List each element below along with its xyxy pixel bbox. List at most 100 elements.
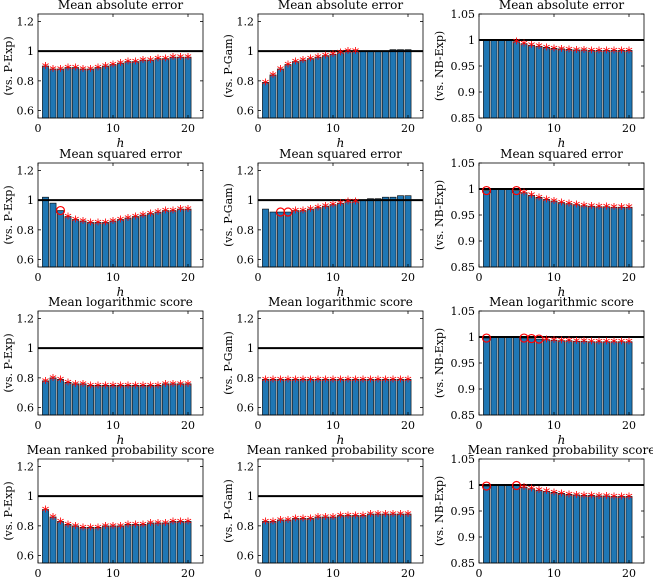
subplot-10: * * * * * * * * * * * * * * * * * * * *0.60.811.20 10 20Mean … [2, 443, 214, 583]
star-marker: * [322, 372, 330, 390]
star-marker: * [359, 508, 367, 526]
star-marker: * [117, 212, 125, 230]
star-marker: * [42, 59, 50, 77]
subplot-title: Mean logarithmic score [489, 295, 634, 309]
bar [359, 50, 367, 119]
star-marker: * [277, 62, 285, 80]
star-marker: * [64, 60, 72, 78]
x-tick-label: 0 [255, 567, 262, 580]
x-tick-label: 10 [106, 567, 120, 580]
star-marker: * [528, 188, 536, 206]
star-marker: * [580, 199, 588, 217]
star-marker: * [262, 372, 270, 390]
star-marker: * [528, 482, 536, 500]
axes-box [37, 13, 204, 119]
bar [374, 50, 382, 119]
star-marker: * [162, 204, 170, 222]
y-axis-label: (vs. P-Gam) [222, 183, 235, 247]
bar [580, 340, 588, 416]
star-marker: * [520, 480, 528, 498]
star-marker: * [102, 59, 110, 77]
bar [359, 199, 367, 268]
y-tick-label: 1 [27, 342, 34, 355]
bar [558, 340, 565, 416]
star-marker: * [565, 487, 573, 505]
y-tick-label: 1 [27, 490, 34, 503]
x-axis-label: h [117, 285, 125, 299]
star-marker: * [169, 50, 177, 68]
star-marker: * [382, 372, 390, 390]
star-marker: * [610, 335, 618, 353]
circle-marker [283, 207, 293, 217]
star-marker: * [177, 514, 185, 532]
bar [520, 337, 528, 416]
star-marker: * [389, 372, 397, 390]
y-tick-label: 0.6 [17, 105, 35, 118]
star-marker: * [49, 510, 57, 528]
star-marker: * [292, 204, 300, 222]
bar [513, 190, 520, 268]
bar [505, 39, 513, 119]
y-tick-label: 1 [247, 194, 254, 207]
x-tick-label: 0 [35, 567, 42, 580]
star-marker: * [610, 43, 618, 61]
subplot-title: Mean squared error [500, 147, 623, 161]
star-marker: * [618, 335, 626, 353]
y-tick-label: 0.9 [458, 531, 476, 544]
y-tick-label: 1.05 [451, 453, 476, 466]
star-marker: * [139, 53, 147, 71]
star-marker: * [284, 372, 292, 390]
axes-box [257, 13, 424, 119]
star-marker: * [603, 489, 611, 507]
x-tick-label: 0 [255, 271, 262, 284]
bar [520, 486, 528, 564]
star-marker: * [117, 378, 125, 396]
bar [483, 190, 490, 268]
star-marker: * [580, 334, 588, 352]
star-marker: * [588, 488, 596, 506]
y-tick-label: 1.05 [451, 157, 476, 170]
x-tick-label: 10 [547, 567, 561, 580]
star-marker: * [558, 196, 566, 214]
star-marker: * [87, 215, 95, 233]
bar [42, 196, 49, 268]
x-tick-label: 0 [476, 271, 483, 284]
y-axis-label: (vs. P-Gam) [222, 34, 235, 98]
star-marker: * [64, 375, 72, 393]
y-tick-label: 0.6 [17, 550, 35, 563]
bar [505, 484, 513, 564]
x-tick-label: 10 [547, 271, 561, 284]
x-axis-label: h [117, 433, 125, 447]
star-marker: * [72, 519, 80, 537]
x-axis-label: h [558, 285, 566, 299]
star-marker: * [543, 484, 551, 502]
bar [490, 39, 498, 119]
star-marker: * [307, 511, 315, 529]
x-tick-label: 20 [622, 271, 636, 284]
star-marker: * [513, 35, 521, 53]
star-marker: * [102, 378, 110, 396]
subplot-7: * * * * * * * * * * * * * * * * * * * *0.60.811.20 10 20Mean … [2, 295, 204, 447]
x-tick-label: 20 [401, 419, 415, 432]
star-marker: * [352, 44, 360, 62]
star-marker: * [337, 196, 345, 214]
star-marker: * [299, 511, 307, 529]
bar [550, 339, 558, 416]
star-marker: * [292, 55, 300, 73]
y-tick-label: 0.8 [17, 372, 35, 385]
circle-marker [481, 185, 492, 196]
x-tick-label: 10 [326, 419, 340, 432]
x-tick-label: 10 [547, 419, 561, 432]
axes-box [37, 310, 204, 416]
star-marker: * [42, 503, 50, 521]
star-marker: * [169, 514, 177, 532]
star-marker: * [588, 43, 596, 61]
x-tick-label: 10 [326, 122, 340, 135]
star-marker: * [314, 510, 322, 528]
bar [49, 202, 57, 268]
star-marker: * [588, 335, 596, 353]
bar [277, 211, 284, 268]
